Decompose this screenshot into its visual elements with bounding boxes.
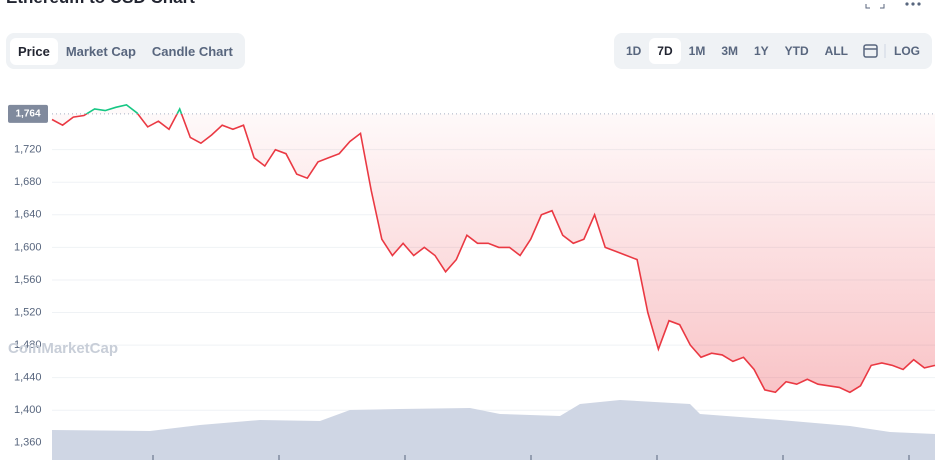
range-button[interactable]: 7D (649, 38, 681, 64)
reference-badge (8, 104, 48, 123)
area-fill (52, 104, 935, 393)
y-tick-label: 1,480 (14, 339, 42, 351)
range-bar: 1D 7D 1M 3M 1Y YTD ALL LOG (613, 33, 932, 69)
y-tick-label: 1,520 (14, 306, 42, 318)
volume-area (52, 400, 935, 460)
tab[interactable]: Market Cap (65, 43, 136, 59)
x-ticks (52, 454, 935, 460)
expand-icon[interactable] (865, 4, 885, 9)
reference-label: 1,764 (15, 108, 40, 119)
tab-bar: Price Market Cap Candle Chart (6, 33, 245, 69)
more-icon[interactable] (905, 2, 921, 6)
watermark: CoinMarketCap (8, 340, 119, 357)
y-tick-label: 1,440 (14, 372, 42, 384)
y-tick-label: 1,560 (14, 274, 42, 286)
range-button[interactable]: 1D (625, 44, 642, 58)
chart-title: Ethereum to USD Chart (6, 0, 195, 8)
tab[interactable]: Candle Chart (151, 43, 233, 59)
calendar-icon[interactable] (856, 42, 886, 60)
log-button[interactable]: LOG (894, 44, 920, 58)
y-tick-label: 1,680 (14, 176, 42, 188)
range-button[interactable]: YTD (784, 44, 809, 58)
price-line (51, 113, 936, 394)
y-tick-label: 1,640 (14, 209, 42, 221)
range-button[interactable]: 3M (721, 44, 738, 58)
range-button[interactable]: ALL (824, 44, 848, 58)
range-button[interactable]: 1M (688, 44, 706, 58)
y-tick-label: 1,360 (14, 437, 42, 449)
y-tick-label: 1,600 (14, 241, 42, 253)
y-tick-label: 1,400 (14, 404, 42, 416)
y-tick-label: 1,720 (14, 144, 42, 156)
tab[interactable]: Price (10, 37, 58, 65)
range-button[interactable]: 1Y (753, 44, 769, 58)
